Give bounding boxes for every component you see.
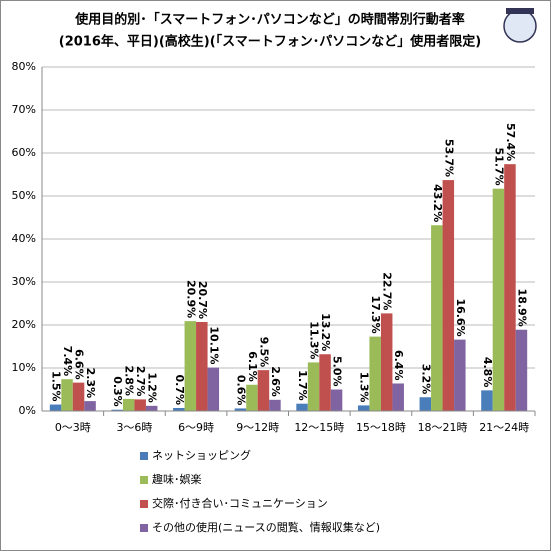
value-label: 2.6% (269, 366, 282, 397)
value-label: 1.3% (358, 372, 371, 403)
value-label: 17.3% (369, 295, 382, 333)
bar (61, 379, 73, 411)
value-label: 1.2% (146, 372, 159, 403)
y-tick-label: 0% (19, 404, 36, 417)
bar (145, 405, 158, 411)
legend-label: 交際･付き合い･コミュニケーション (152, 496, 328, 510)
legend-label: その他の使用(ニュースの閲覧、情報収集など) (152, 520, 380, 534)
value-label: 43.2% (431, 184, 444, 222)
value-label: 9.5% (257, 337, 270, 368)
bar (49, 404, 62, 411)
x-tick-label: 6～9時 (178, 421, 214, 434)
value-label: 6.4% (392, 350, 405, 381)
bar (184, 321, 197, 411)
value-label: 22.7% (381, 272, 394, 310)
bar (481, 390, 493, 411)
bar (207, 367, 220, 411)
value-label: 2.3% (84, 368, 97, 399)
bar (234, 408, 247, 411)
x-tick-label: 21～24時 (479, 421, 529, 434)
y-tick-label: 20% (12, 318, 36, 331)
value-label: 11.3% (308, 321, 321, 359)
bar (84, 401, 96, 411)
legend-swatch (140, 452, 148, 460)
bar (504, 164, 516, 411)
legend-swatch (140, 476, 148, 484)
bar (392, 383, 404, 411)
value-label: 4.8% (481, 357, 494, 388)
value-label: 16.6% (454, 298, 467, 336)
mascot (503, 8, 537, 43)
bar (357, 405, 370, 411)
chart-subtitle: (2016年、平日)(高校生)(「スマートフォン･パソコンなど」使用者限定) (59, 34, 481, 50)
y-tick-label: 40% (12, 232, 36, 245)
y-tick-label: 80% (12, 60, 36, 73)
bar (173, 407, 185, 411)
value-label: 0.6% (234, 375, 247, 406)
value-label: 20.7% (196, 281, 209, 319)
value-label: 5.0% (331, 356, 344, 387)
value-label: 1.5% (50, 371, 63, 402)
bar (330, 389, 343, 411)
x-tick-label: 0～3時 (55, 421, 91, 434)
value-label: 6.1% (246, 351, 259, 382)
bar (380, 313, 393, 411)
value-label: 10.1% (207, 326, 220, 364)
y-tick-label: 70% (12, 103, 36, 116)
value-label: 53.7% (442, 139, 455, 177)
bar (257, 370, 270, 411)
value-label: 1.7% (296, 370, 309, 401)
bar (196, 321, 208, 411)
value-label: 0.7% (173, 374, 186, 405)
value-label: 6.6% (73, 349, 86, 380)
legend-label: 趣味･娯楽 (152, 472, 202, 486)
bar (454, 339, 466, 411)
value-label: 18.9% (515, 289, 528, 327)
x-tick-label: 3～6時 (116, 421, 152, 434)
bar (442, 180, 455, 411)
bar (296, 403, 308, 411)
bar (369, 336, 381, 411)
bar (431, 225, 443, 411)
x-tick-label: 15～18時 (356, 421, 406, 434)
bar (134, 399, 146, 411)
bar (111, 409, 123, 411)
bar (515, 329, 528, 411)
legend-label: ネットショッピング (152, 448, 251, 462)
bar (307, 362, 320, 411)
bar (72, 382, 85, 411)
value-label: 57.4% (504, 123, 517, 161)
value-label: 3.2% (419, 364, 432, 395)
value-label: 2.7% (134, 366, 147, 397)
bar (319, 354, 331, 411)
value-label: 2.8% (123, 365, 136, 396)
y-tick-label: 10% (12, 361, 36, 374)
bar (492, 188, 505, 411)
x-tick-label: 18～21時 (418, 421, 468, 434)
bar (122, 398, 135, 411)
legend-swatch (140, 500, 148, 508)
y-tick-label: 50% (12, 189, 36, 202)
value-label: 51.7% (492, 148, 505, 186)
bar (419, 397, 432, 411)
value-label: 7.4% (61, 346, 74, 377)
legend-swatch (140, 524, 148, 532)
value-label: 20.9% (184, 280, 197, 318)
chart-title: 使用目的別･「スマートフォン･パソコンなど」の時間帯別行動者率 (74, 12, 465, 28)
y-tick-label: 60% (12, 146, 36, 159)
y-tick-label: 30% (12, 275, 36, 288)
value-label: 13.2% (319, 313, 332, 351)
bar (246, 384, 258, 411)
bar (269, 399, 281, 411)
x-tick-label: 12～15時 (294, 421, 344, 434)
value-label: 0.3% (111, 376, 124, 407)
x-tick-label: 9～12時 (236, 421, 279, 434)
